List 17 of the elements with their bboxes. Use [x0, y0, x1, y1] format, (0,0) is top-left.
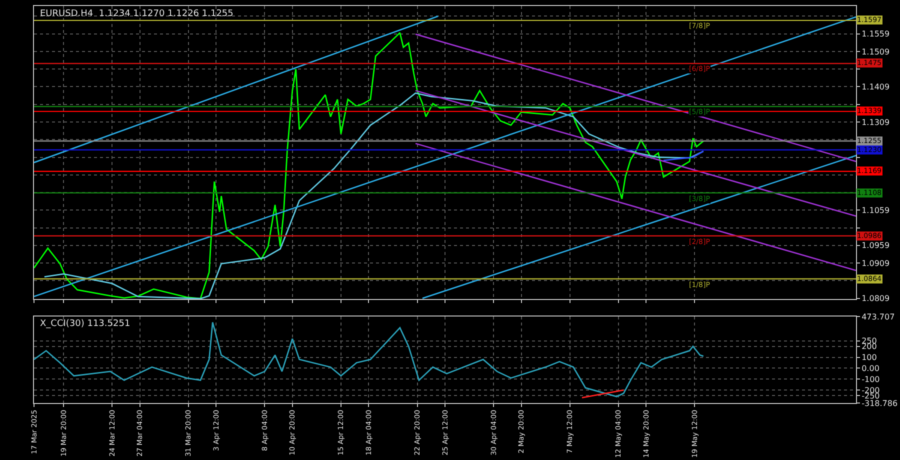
y-tick-label: 1.0909	[862, 258, 890, 268]
y-tick-label: -200	[862, 386, 880, 395]
y-tick-label: 473.707	[862, 312, 895, 322]
y-tick-label: 1.1059	[862, 206, 890, 215]
y-tick-label: 200	[862, 342, 877, 352]
y-tick-label: 1.1509	[862, 47, 890, 56]
chart-title: EURUSD.H4 1.1234 1.1270 1.1226 1.1255	[40, 9, 234, 19]
y-tick-label: 0.00	[862, 364, 880, 373]
y-tick-label: 1.1409	[862, 82, 890, 92]
chart-title: X_CCI(30) 113.5251	[40, 319, 130, 329]
y-tick-label: 100	[862, 353, 877, 362]
y-tick-label: -100	[862, 374, 880, 384]
y-tick-label: -318.786	[862, 398, 898, 408]
y-tick-label: 1.1559	[862, 30, 890, 39]
y-tick-label: 1.0809	[862, 294, 890, 304]
y-tick-label: 1.1309	[862, 118, 890, 127]
y-tick-label: 1.0959	[862, 241, 890, 250]
